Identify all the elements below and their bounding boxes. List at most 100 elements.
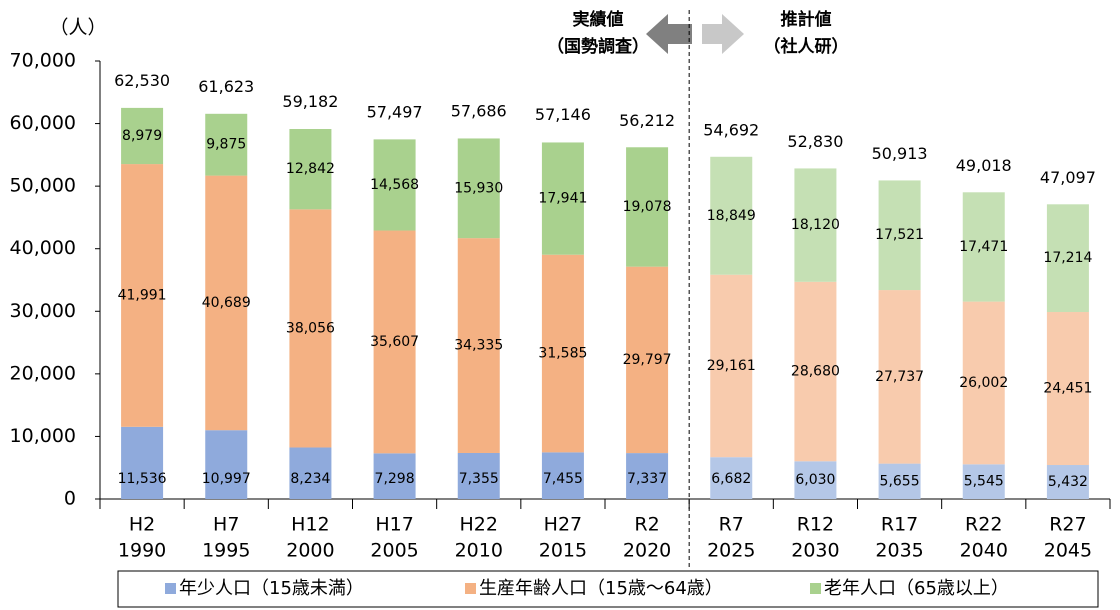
- bar-segment: [205, 430, 248, 499]
- value-label: 40,689: [202, 295, 251, 311]
- y-tick-label: 0: [64, 488, 76, 510]
- arrow-right: [702, 14, 744, 54]
- x-tick-label: 2035: [875, 540, 923, 562]
- total-label: 50,913: [872, 144, 928, 163]
- bar-segment: [121, 107, 164, 165]
- legend-swatch: [465, 583, 476, 594]
- total-label: 57,497: [367, 103, 423, 122]
- x-tick-label: 1990: [118, 540, 166, 562]
- value-label: 17,471: [959, 239, 1008, 255]
- bar-segment: [457, 452, 500, 499]
- bar-segment: [794, 461, 837, 499]
- value-label: 5,545: [964, 474, 1004, 490]
- x-tick-label: 1995: [202, 540, 250, 562]
- x-tick-label: R2: [634, 514, 659, 536]
- value-label: 9,875: [206, 137, 246, 153]
- bar-segment: [541, 142, 584, 255]
- legend-label: 生産年齢人口（15歳～64歳）: [479, 578, 723, 599]
- x-tick-label: 2040: [960, 540, 1008, 562]
- x-tick-label: 2045: [1044, 540, 1092, 562]
- bar-segment: [878, 463, 921, 499]
- x-tick-label: 2025: [707, 540, 755, 562]
- x-tick-label: H7: [213, 514, 239, 536]
- annotation: （社人研）: [764, 36, 849, 57]
- value-label: 7,455: [543, 471, 583, 487]
- bar-segment: [121, 164, 164, 427]
- y-tick-label: 10,000: [10, 425, 76, 447]
- bar-segment: [205, 175, 248, 431]
- value-label: 7,337: [627, 471, 667, 487]
- bar-segment: [710, 274, 753, 458]
- total-label: 62,530: [114, 71, 170, 90]
- legend-label: 年少人口（15歳未満）: [179, 578, 364, 599]
- x-tick-label: 2010: [455, 540, 503, 562]
- x-tick-label: H12: [291, 514, 329, 536]
- bar-segment: [626, 453, 669, 499]
- x-tick-label: R12: [797, 514, 834, 536]
- x-tick-label: H17: [375, 514, 413, 536]
- bar-segment: [121, 426, 164, 499]
- bar-segment: [373, 453, 416, 499]
- value-label: 19,078: [623, 199, 672, 215]
- bar-segment: [962, 464, 1005, 499]
- legend-swatch: [165, 583, 176, 594]
- value-label: 11,536: [118, 471, 167, 487]
- value-label: 17,214: [1043, 250, 1092, 266]
- total-label: 57,686: [451, 102, 507, 121]
- value-label: 35,607: [370, 334, 419, 350]
- bar-segment: [373, 139, 416, 231]
- legend-box: [117, 570, 1099, 608]
- bar-segment: [457, 238, 500, 453]
- y-tick-label: 70,000: [10, 50, 76, 72]
- x-tick-label: H27: [544, 514, 582, 536]
- bar-segment: [541, 254, 584, 453]
- bar-segment: [373, 230, 416, 454]
- x-tick-label: 2015: [539, 540, 587, 562]
- total-label: 57,146: [535, 105, 591, 124]
- total-label: 59,182: [282, 92, 338, 111]
- value-label: 12,842: [286, 161, 335, 177]
- total-label: 52,830: [787, 132, 843, 151]
- bar-segment: [1046, 465, 1089, 499]
- bar-segment: [878, 180, 921, 291]
- bar-segment: [710, 156, 753, 275]
- arrow-left: [646, 14, 692, 54]
- bar-segment: [289, 447, 332, 499]
- value-label: 18,849: [707, 208, 756, 224]
- bar-segment: [1046, 312, 1089, 466]
- value-label: 10,997: [202, 471, 251, 487]
- x-tick-label: 2005: [370, 540, 418, 562]
- annotation: 推計値: [781, 9, 832, 30]
- bar-segment: [962, 192, 1005, 302]
- value-label: 41,991: [118, 287, 167, 303]
- value-label: 15,930: [454, 180, 503, 196]
- value-label: 29,161: [707, 358, 756, 374]
- bar-segment: [289, 129, 332, 210]
- y-tick-label: 50,000: [10, 175, 76, 197]
- total-label: 49,018: [956, 156, 1012, 175]
- x-tick-label: R27: [1049, 514, 1086, 536]
- x-tick-label: 2000: [286, 540, 334, 562]
- annotation: 実績値: [573, 9, 624, 30]
- bar-segment: [710, 457, 753, 499]
- value-label: 26,002: [959, 375, 1008, 391]
- bar-segment: [626, 266, 669, 454]
- y-tick-label: 40,000: [10, 237, 76, 259]
- bar-segment: [878, 290, 921, 464]
- y-tick-label: 20,000: [10, 362, 76, 384]
- x-tick-label: H2: [129, 514, 155, 536]
- value-label: 27,737: [875, 369, 924, 385]
- value-label: 7,298: [375, 471, 415, 487]
- value-label: 8,234: [290, 471, 330, 487]
- legend-label: 老年人口（65歳以上）: [824, 578, 1009, 599]
- value-label: 17,941: [538, 191, 587, 207]
- bar-segment: [289, 209, 332, 448]
- bar-segment: [794, 281, 837, 462]
- annotation: （国勢調査）: [547, 36, 649, 57]
- total-label: 56,212: [619, 111, 675, 130]
- bar-segment: [457, 138, 500, 239]
- bar-segment: [962, 301, 1005, 465]
- value-label: 5,432: [1048, 474, 1088, 490]
- x-tick-label: R22: [965, 514, 1002, 536]
- y-tick-label: 30,000: [10, 300, 76, 322]
